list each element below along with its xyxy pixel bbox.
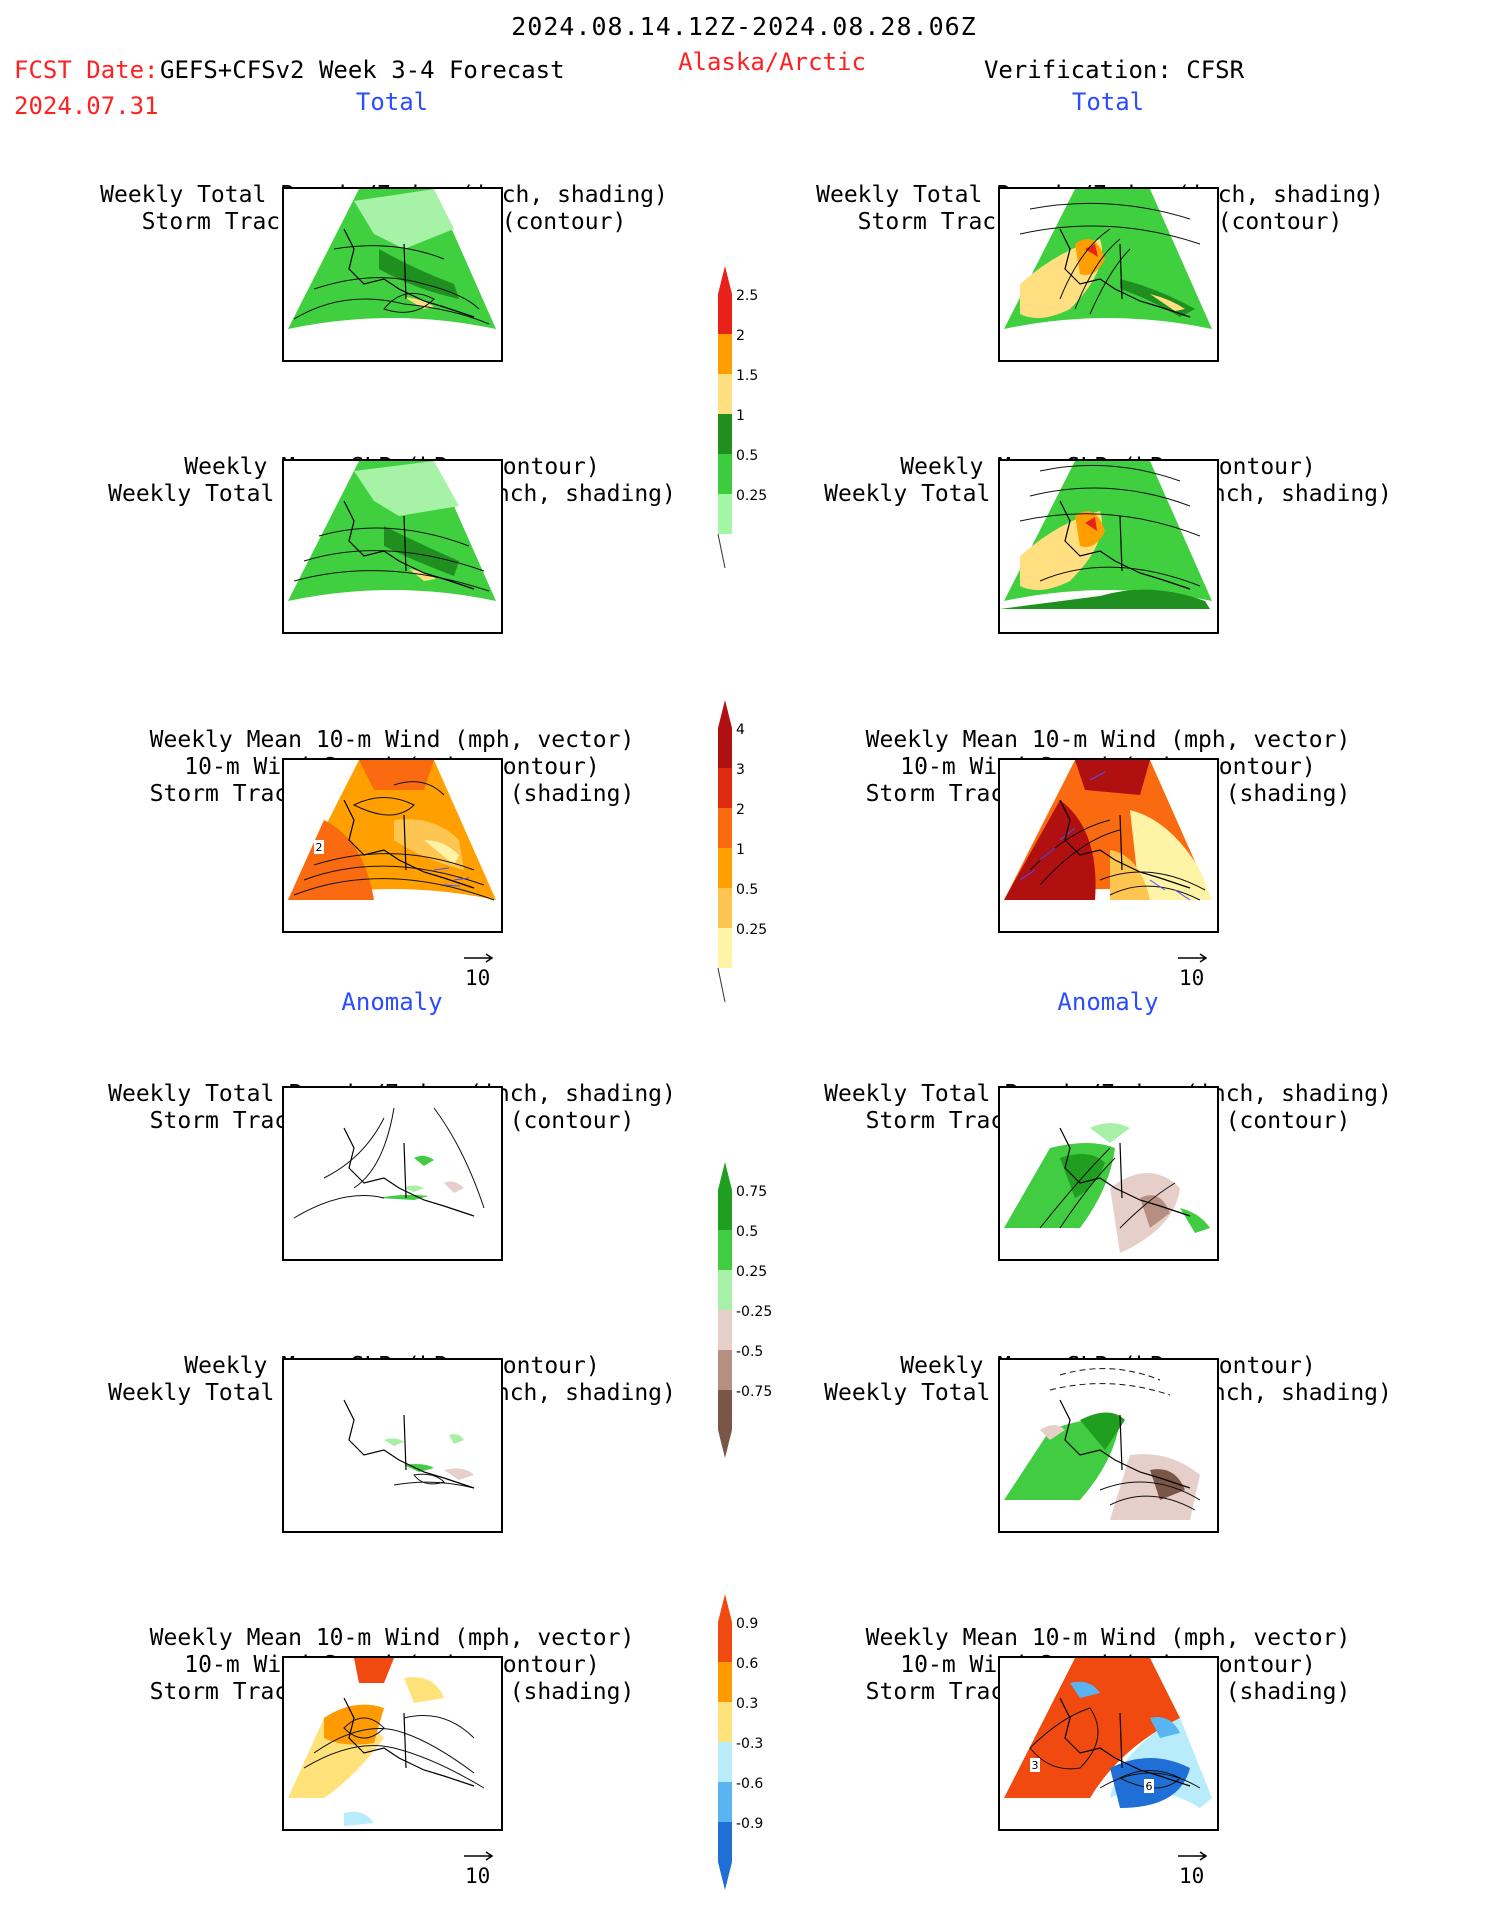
colorbar-swatch — [718, 374, 732, 414]
colorbar-swatch — [718, 848, 732, 888]
colorbar-label: -0.3 — [736, 1736, 763, 1752]
colorbar-swatch — [718, 294, 732, 334]
colorbar-swatch — [718, 1822, 732, 1862]
period-title: 2024.08.14.12Z-2024.08.28.06Z — [511, 12, 977, 41]
colorbar-swatch — [718, 1190, 732, 1230]
colorbar-label: -0.75 — [736, 1384, 772, 1400]
verification-label: Verification: CFSR — [983, 56, 1245, 84]
map-precip-storm-cfsr-anom — [998, 1086, 1219, 1261]
colorbar-label: 2 — [736, 328, 745, 344]
colorbar-label: -0.9 — [736, 1816, 763, 1832]
map-wind-storm-cfsr-total — [998, 758, 1219, 933]
section-anomaly-right: Anomaly — [1057, 988, 1159, 1016]
colorbar-label: -0.5 — [736, 1344, 763, 1360]
fcst-date-prefix: FCST Date: — [14, 56, 159, 84]
colorbar-swatch — [718, 1350, 732, 1390]
colorbar-swatch — [718, 1782, 732, 1822]
arrow-right-icon — [1178, 953, 1208, 963]
colorbar-label: 1.5 — [736, 368, 758, 384]
map-wind-storm-cfsr-anom: 3 6 — [998, 1656, 1219, 1831]
colorbar-swatch — [718, 1622, 732, 1662]
colorbar-label: 2 — [736, 802, 745, 818]
colorbar-label: 0.3 — [736, 1696, 758, 1712]
contour-label: 3 — [1032, 1759, 1039, 1772]
colorbar-label: 3 — [736, 762, 745, 778]
forecast-model: GEFS+CFSv2 Week 3-4 Forecast — [160, 56, 565, 84]
colorbar-label: 0.5 — [736, 882, 758, 898]
colorbar-swatch — [718, 494, 732, 534]
colorbar-swatch — [718, 334, 732, 374]
map-slp-precip-gefs-total — [282, 459, 503, 634]
colorbar-swatch — [718, 928, 732, 968]
colorbar-swatch — [718, 888, 732, 928]
colorbar-swatch — [718, 1270, 732, 1310]
contour-label: 2 — [316, 841, 323, 854]
colorbar-swatch — [718, 1230, 732, 1270]
colorbar-swatch — [718, 1662, 732, 1702]
colorbar-label: 0.25 — [736, 922, 767, 938]
region-label: Alaska/Arctic — [678, 48, 866, 76]
colorbar-swatch — [718, 768, 732, 808]
colorbar-precip-anomaly: 0.75 0.5 0.25 -0.25 -0.5 -0.75 — [714, 1162, 774, 1458]
colorbar-label: 1 — [736, 842, 745, 858]
contour-label: 6 — [1146, 1780, 1153, 1793]
colorbar-label: 0.75 — [736, 1184, 767, 1200]
colorbar-swatch — [718, 808, 732, 848]
map-wind-storm-gefs-total: 2 — [282, 758, 503, 933]
colorbar-swatch — [718, 1742, 732, 1782]
fcst-date: 2024.07.31 — [14, 92, 159, 120]
colorbar-cap-bottom — [718, 1430, 732, 1458]
colorbar-label: 0.25 — [736, 1264, 767, 1280]
map-slp-precip-cfsr-total — [998, 459, 1219, 634]
map-slp-precip-cfsr-anom — [998, 1358, 1219, 1533]
map-slp-precip-gefs-anom — [282, 1358, 503, 1533]
colorbar-label: 0.5 — [736, 448, 758, 464]
colorbar-label: 2.5 — [736, 288, 758, 304]
colorbar-swatch — [718, 1310, 732, 1350]
colorbar-cap-top — [718, 1162, 732, 1190]
map-precip-storm-gefs-anom — [282, 1086, 503, 1261]
colorbar-label: 0.5 — [736, 1224, 758, 1240]
colorbar-label: 1 — [736, 408, 745, 424]
map-precip-storm-cfsr-total — [998, 187, 1219, 362]
colorbar-cap-bottom — [717, 967, 726, 1003]
colorbar-label: 0.9 — [736, 1616, 758, 1632]
colorbar-label: 0.25 — [736, 488, 767, 504]
section-anomaly-left: Anomaly — [341, 988, 443, 1016]
section-total-left: Total — [355, 88, 429, 116]
colorbar-cap-bottom — [717, 533, 726, 569]
arrow-right-icon — [464, 953, 494, 963]
section-total-right: Total — [1071, 88, 1145, 116]
colorbar-swatch — [718, 414, 732, 454]
colorbar-precip-total: 2.5 2 1.5 1 0.5 0.25 — [714, 266, 774, 569]
colorbar-label: -0.6 — [736, 1776, 763, 1792]
colorbar-swatch — [718, 1390, 732, 1430]
colorbar-swatch — [718, 728, 732, 768]
colorbar-storm-anomaly: 0.9 0.6 0.3 -0.3 -0.6 -0.9 — [714, 1594, 774, 1890]
colorbar-label: 0.6 — [736, 1656, 758, 1672]
colorbar-storm-total: 4 3 2 1 0.5 0.25 — [714, 700, 774, 1003]
colorbar-cap-top — [718, 1594, 732, 1622]
map-wind-storm-gefs-anom — [282, 1656, 503, 1831]
colorbar-cap-top — [718, 700, 732, 728]
map-precip-storm-gefs-total — [282, 187, 503, 362]
colorbar-cap-top — [718, 266, 732, 294]
colorbar-swatch — [718, 1702, 732, 1742]
arrow-right-icon — [1178, 1851, 1208, 1861]
colorbar-label: 4 — [736, 722, 745, 738]
colorbar-cap-bottom — [718, 1862, 732, 1890]
colorbar-label: -0.25 — [736, 1304, 772, 1320]
colorbar-swatch — [718, 454, 732, 494]
arrow-right-icon — [464, 1851, 494, 1861]
